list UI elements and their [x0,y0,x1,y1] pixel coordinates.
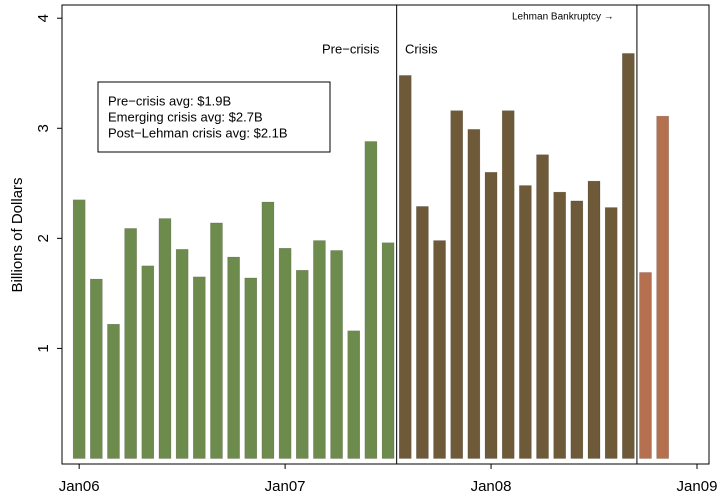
bar [433,240,446,459]
bar [467,129,481,459]
bar [570,200,584,459]
bar [227,256,240,459]
bar [330,250,343,459]
x-tick-label: Jan06 [59,478,100,495]
bar [484,172,498,459]
annotation: Lehman Bankruptcy → [512,12,614,23]
bar [587,180,601,459]
annotation: Crisis [405,41,438,56]
x-tick-label: Jan08 [471,478,512,495]
bar [639,272,652,459]
bar [536,154,549,459]
bar [656,115,669,459]
bar [107,323,120,459]
bar [416,206,429,459]
note-box [97,81,331,153]
bar [296,270,309,459]
bar [193,276,206,459]
plot-frame [61,4,710,465]
note-text: Post−Lehman crisis avg: $2.1B [108,125,288,140]
bar [313,240,326,459]
bar [604,207,618,459]
y-tick-label: 4 [35,14,52,22]
bar [175,249,189,459]
bar [158,218,172,459]
bar [244,277,258,459]
bar [278,248,292,459]
bar [398,75,412,459]
bar [90,278,103,459]
bar [381,242,395,459]
y-tick-label: 1 [35,344,52,352]
bar [72,199,86,459]
bar [364,141,378,459]
y-tick-label: 3 [35,124,52,132]
note-text: Pre−crisis avg: $1.9B [108,93,231,108]
bar [450,110,463,459]
bar [501,110,515,459]
x-tick-label: Jan07 [265,478,306,495]
y-axis-label: Billions of Dollars [9,177,26,292]
bar [553,191,566,459]
note-text: Emerging crisis avg: $2.7B [108,109,263,124]
annotation: Pre−crisis [322,41,380,56]
y-tick-label: 2 [35,234,52,242]
bar [261,201,275,459]
bar [141,265,155,459]
bar [622,53,635,459]
bar [519,185,532,459]
bar [347,330,361,459]
bar [210,222,223,459]
bar [124,228,137,459]
x-tick-label: Jan09 [677,478,718,495]
